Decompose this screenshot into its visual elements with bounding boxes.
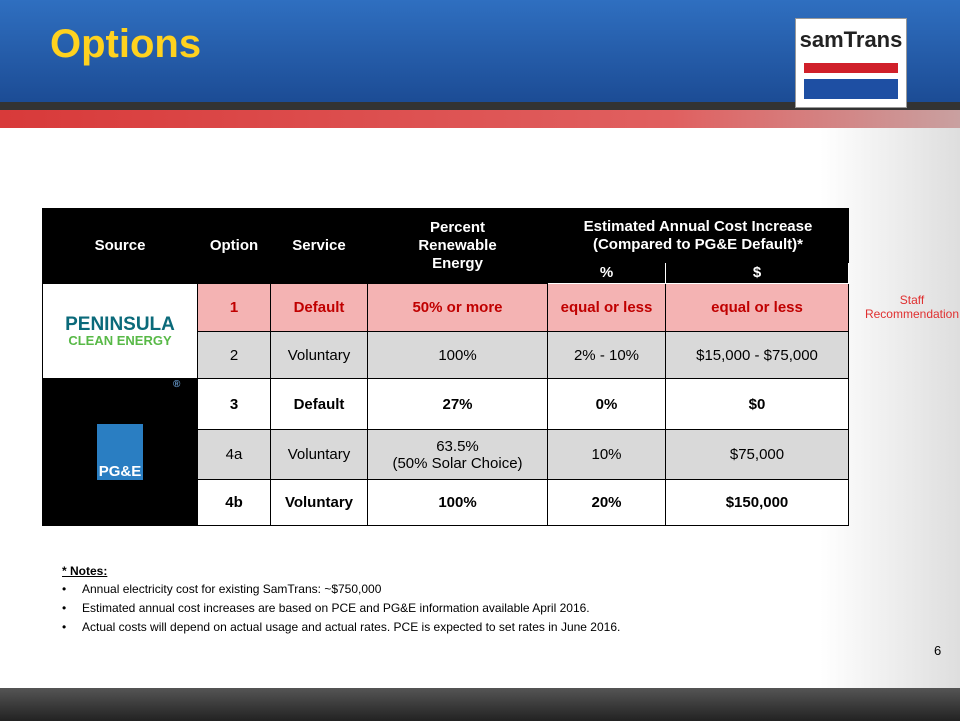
header-cell: Option (197, 208, 271, 284)
cell: 10% (547, 429, 666, 480)
cell-line: (50% Solar Choice) (392, 454, 523, 472)
cell: Voluntary (270, 479, 368, 526)
cell: 63.5% (50% Solar Choice) (367, 429, 548, 480)
notes: * Notes: Annual electricity cost for exi… (62, 564, 620, 635)
subheader-cell: % (547, 262, 666, 284)
cell: 100% (367, 479, 548, 526)
header-cell: Source (42, 208, 198, 284)
cell: 100% (367, 331, 548, 379)
cell: 4a (197, 429, 271, 480)
options-table: Source Option Service Percent Renewable … (42, 208, 849, 526)
subheader-cell: $ (665, 262, 849, 284)
source-cell: PENINSULA CLEAN ENERGY (42, 283, 198, 379)
cell: $15,000 - $75,000 (665, 331, 849, 379)
logo-stripe (804, 63, 898, 73)
pge-logo: PG&E (97, 424, 143, 480)
cell: Default (270, 283, 368, 332)
registered-mark: ® (173, 379, 181, 390)
cell: 2% - 10% (547, 331, 666, 379)
cell: $0 (665, 378, 849, 430)
notes-title: * Notes: (62, 564, 108, 578)
cell: Default (270, 378, 368, 430)
source-cell: PG&E ® (42, 378, 198, 526)
logo-text: samTrans (799, 27, 903, 52)
note-item: Annual electricity cost for existing Sam… (62, 582, 620, 597)
cell: 20% (547, 479, 666, 526)
note-item: Estimated annual cost increases are base… (62, 601, 620, 616)
header-cell: Service (270, 208, 368, 284)
cell: 3 (197, 378, 271, 430)
page-number: 6 (934, 643, 942, 658)
cell: 1 (197, 283, 271, 332)
cell: $75,000 (665, 429, 849, 480)
header-cell: Estimated Annual Cost Increase (Compared… (547, 208, 849, 263)
cell: Voluntary (270, 429, 368, 480)
cell: Voluntary (270, 331, 368, 379)
note-item: Actual costs will depend on actual usage… (62, 620, 620, 635)
cell: 4b (197, 479, 271, 526)
cell: equal or less (665, 283, 849, 332)
header-divider (0, 102, 960, 110)
footer-band (0, 688, 960, 721)
cell: equal or less (547, 283, 666, 332)
slide-title: Options (50, 22, 202, 66)
cell: 0% (547, 378, 666, 430)
cell: $150,000 (665, 479, 849, 526)
cell: 50% or more (367, 283, 548, 332)
pce-logo-name: PENINSULA (65, 313, 175, 335)
cell: 2 (197, 331, 271, 379)
red-stripe (0, 110, 960, 128)
cell-line: 63.5% (436, 437, 479, 455)
logo-stripe (804, 79, 898, 99)
samtrans-logo: samTrans (795, 18, 907, 108)
header-cell: Percent Renewable Energy (367, 208, 548, 284)
annotation: Staff Recommendation (864, 293, 960, 321)
pce-logo-sub: CLEAN ENERGY (68, 332, 172, 348)
cell: 27% (367, 378, 548, 430)
